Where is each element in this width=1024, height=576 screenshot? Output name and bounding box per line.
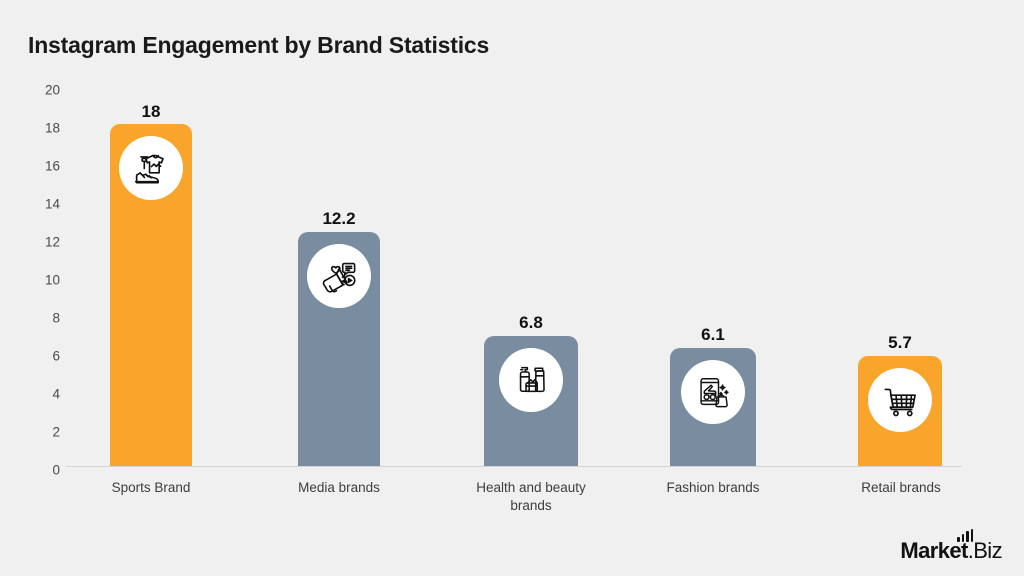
y-axis: 20 18 16 14 12 10 8 6 4 2 0 <box>20 82 60 476</box>
x-axis-baseline <box>66 466 962 467</box>
brand-name-primary: Market <box>900 538 968 563</box>
x-label-retail-brands: Retail brands <box>861 480 941 495</box>
bar-value-label: 6.1 <box>701 325 725 344</box>
y-tick: 18 <box>44 120 60 136</box>
y-tick: 10 <box>44 272 60 288</box>
brand-logo: Market.Biz <box>900 529 1003 563</box>
x-label-media-brands: Media brands <box>298 480 380 495</box>
bar-value-label: 5.7 <box>888 333 912 352</box>
cosmetics-bottles-icon <box>499 348 563 412</box>
x-label-health-beauty-brands: Health and beauty brands <box>476 480 586 514</box>
bar-sports-brand[interactable] <box>110 124 192 466</box>
brand-logo-text: Market.Biz <box>900 529 1003 563</box>
bar-chart-mark-icon <box>957 529 974 542</box>
sports-gear-icon <box>119 136 183 200</box>
y-tick: 0 <box>52 462 60 478</box>
y-tick: 4 <box>52 386 60 402</box>
y-tick: 20 <box>44 82 60 98</box>
y-tick: 14 <box>44 196 60 212</box>
y-tick: 8 <box>52 310 60 326</box>
x-label-fashion-brands: Fashion brands <box>666 480 760 495</box>
megaphone-media-icon <box>307 244 371 308</box>
bar-fashion-brands[interactable] <box>670 348 756 466</box>
bar-value-label: 12.2 <box>322 209 356 228</box>
bar-value-label: 18 <box>141 102 161 121</box>
bar-health-beauty-brands[interactable] <box>484 336 578 466</box>
bar-value-label: 6.8 <box>519 313 543 332</box>
y-tick: 16 <box>44 158 60 174</box>
bar-retail-brands[interactable] <box>858 356 942 466</box>
y-tick: 2 <box>52 424 60 440</box>
y-tick: 12 <box>44 234 60 250</box>
shopping-cart-icon <box>868 368 932 432</box>
x-label-sports-brand: Sports Brand <box>111 480 191 495</box>
brand-name-secondary: .Biz <box>967 538 1003 563</box>
y-tick: 6 <box>52 348 60 364</box>
bar-media-brands[interactable] <box>298 232 380 466</box>
page-title: Instagram Engagement by Brand Statistics <box>28 32 490 58</box>
fashion-shopping-icon <box>681 360 745 424</box>
